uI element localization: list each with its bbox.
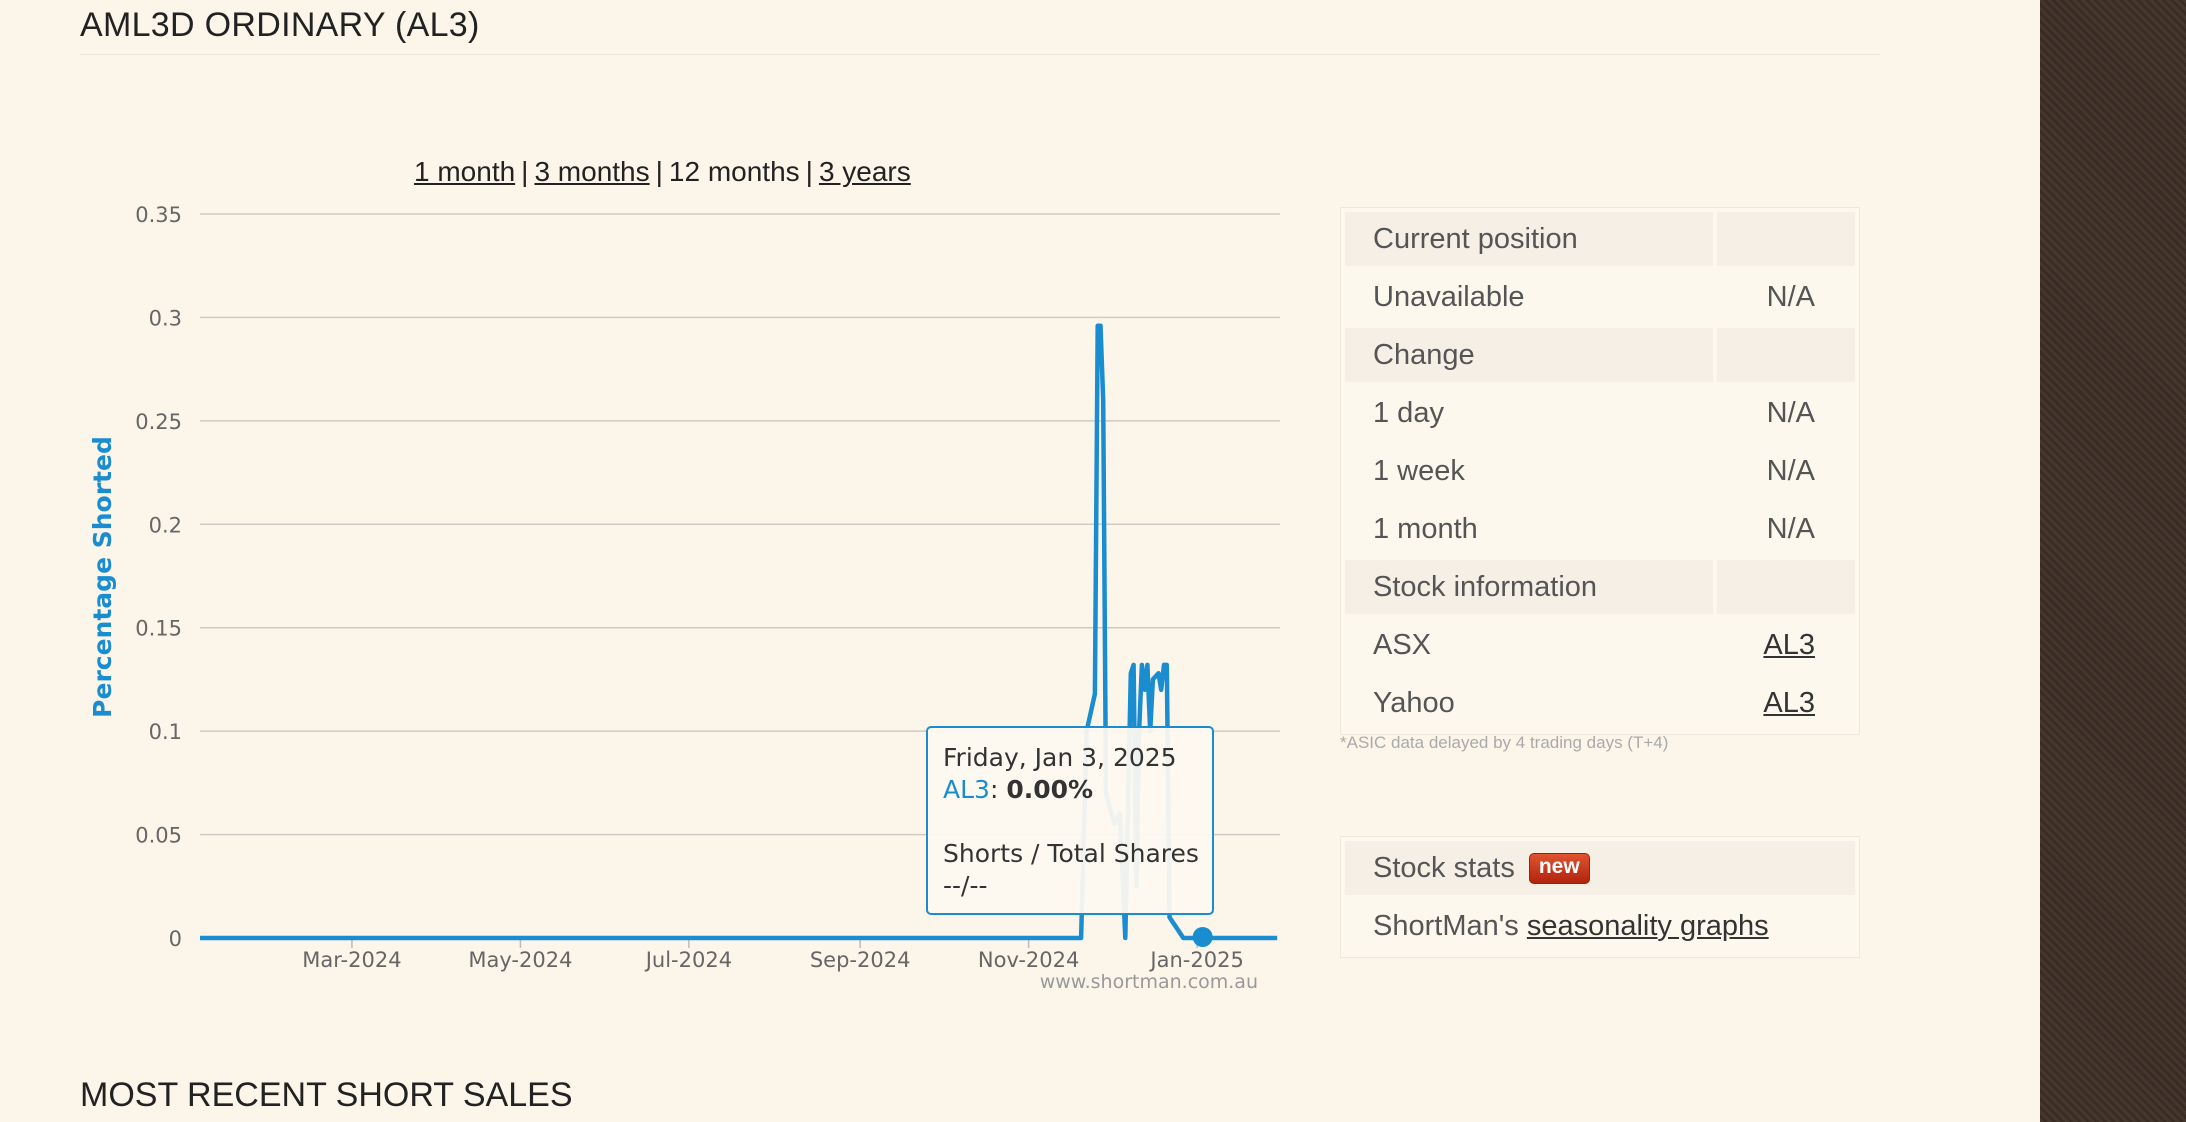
stock-stats-table: Stock stats new ShortMan's seasonality gr… — [1340, 836, 1860, 958]
y-tick-label: 0.25 — [135, 410, 182, 434]
range-3-months-link[interactable]: 3 months — [534, 156, 650, 187]
table-row: ASX AL3 — [1345, 618, 1855, 672]
x-tick-label: Jan-2025 — [1148, 948, 1243, 972]
chart-credit: www.shortman.com.au — [1040, 971, 1258, 993]
tooltip-colon: : — [989, 775, 999, 804]
tooltip-subvalue: --/-- — [943, 871, 988, 900]
header-empty-cell — [1717, 560, 1855, 614]
y-tick-label: 0 — [169, 927, 182, 951]
unavailable-label: Unavailable — [1373, 280, 1525, 313]
asx-link[interactable]: AL3 — [1763, 628, 1815, 661]
change-1-day-label: 1 day — [1373, 396, 1444, 429]
header-empty-cell — [1717, 328, 1855, 382]
range-separator: | — [805, 156, 813, 187]
short-position-chart[interactable]: 0 0.05 0.1 0.15 0.2 0.25 0.3 0.35 Mar-2024 May-2… — [0, 0, 1300, 1010]
range-1-month-link[interactable]: 1 month — [414, 156, 516, 187]
position-info-table: Current position Unavailable N/A Change … — [1340, 207, 1860, 735]
y-tick-label: 0.05 — [135, 824, 182, 848]
stock-information-header: Stock information — [1345, 560, 1713, 614]
range-3-years-link[interactable]: 3 years — [818, 156, 911, 187]
tooltip-subtitle: Shorts / Total Shares — [943, 839, 1199, 868]
change-header: Change — [1345, 328, 1713, 382]
y-tick-label: 0.1 — [149, 720, 182, 744]
table-row: ShortMan's seasonality graphs — [1345, 899, 1855, 953]
y-axis-label: Percentage Shorted — [88, 436, 117, 718]
change-1-day-value: N/A — [1766, 396, 1815, 429]
tooltip-date: Friday, Jan 3, 2025 — [943, 743, 1177, 772]
table-header-row: Stock information — [1345, 560, 1855, 614]
seasonality-prefix: ShortMan's — [1373, 909, 1519, 942]
range-separator: | — [521, 156, 529, 187]
chart-tooltip: Friday, Jan 3, 2025 AL3: 0.00% Shorts / … — [926, 726, 1214, 915]
unavailable-value: N/A — [1766, 280, 1815, 313]
table-header-row: Stock stats new — [1345, 841, 1855, 895]
stock-stats-title: Stock stats — [1373, 851, 1515, 884]
table-row: 1 month N/A — [1345, 502, 1855, 556]
change-1-week-value: N/A — [1766, 454, 1815, 487]
y-tick-label: 0.2 — [149, 513, 182, 537]
asic-delay-note: *ASIC data delayed by 4 trading days (T+… — [1340, 733, 1669, 752]
x-tick-label: Nov-2024 — [978, 948, 1079, 972]
change-1-month-label: 1 month — [1373, 512, 1478, 545]
seasonality-graphs-link[interactable]: seasonality graphs — [1526, 909, 1769, 942]
x-tick-label: Sep-2024 — [810, 948, 911, 972]
header-empty-cell — [1717, 212, 1855, 266]
recent-short-sales-heading: MOST RECENT SHORT SALES — [80, 1076, 573, 1114]
table-row: Yahoo AL3 — [1345, 676, 1855, 730]
tooltip-spacer — [943, 806, 1212, 838]
x-tick-label: Mar-2024 — [302, 948, 401, 972]
table-header-row: Current position — [1345, 212, 1855, 266]
tooltip-series-name: AL3 — [943, 775, 990, 804]
tooltip-value: 0.00% — [1006, 775, 1094, 804]
y-tick-label: 0.35 — [135, 203, 182, 227]
x-tick-label: Jul-2024 — [644, 948, 732, 972]
range-12-months-current: 12 months — [668, 156, 800, 187]
yahoo-label: Yahoo — [1373, 686, 1455, 719]
table-row: 1 day N/A — [1345, 386, 1855, 440]
range-selector: 1 month | 3 months | 12 months | 3 years — [414, 156, 911, 188]
y-tick-label: 0.3 — [149, 306, 182, 330]
change-1-week-label: 1 week — [1373, 454, 1465, 487]
change-1-month-value: N/A — [1766, 512, 1815, 545]
table-row: 1 week N/A — [1345, 444, 1855, 498]
yahoo-link[interactable]: AL3 — [1763, 686, 1815, 719]
new-badge: new — [1528, 853, 1590, 885]
range-separator: | — [655, 156, 663, 187]
asx-label: ASX — [1373, 628, 1432, 661]
x-tick-label: May-2024 — [468, 948, 572, 972]
highlight-point — [1192, 927, 1213, 947]
page-title: AML3D ORDINARY (AL3) — [80, 6, 480, 44]
table-row: Unavailable N/A — [1345, 270, 1855, 324]
page-background-pattern — [2040, 0, 2186, 1122]
table-header-row: Change — [1345, 328, 1855, 382]
x-axis-ticks: Mar-2024 May-2024 Jul-2024 Sep-2024 Nov-2024… — [302, 938, 1244, 972]
y-tick-label: 0.15 — [135, 617, 182, 641]
current-position-header: Current position — [1345, 212, 1713, 266]
y-axis-ticks: 0 0.05 0.1 0.15 0.2 0.25 0.3 0.35 — [135, 203, 182, 951]
title-divider — [80, 54, 1880, 55]
